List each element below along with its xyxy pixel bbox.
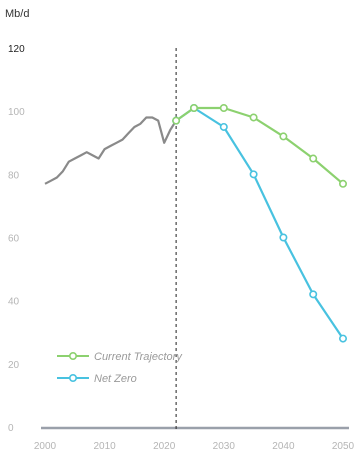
y-tick-label-100: 100 [8,107,25,118]
legend-net-zero-swatch-marker [69,373,78,382]
x-tick-label-2000: 2000 [34,441,57,452]
current-trajectory-point-2040 [279,132,288,141]
net-zero-series-line [175,106,344,340]
net-zero-point-2050 [338,334,347,343]
net-zero-point-2040 [279,233,288,242]
x-tick-label-2040: 2040 [272,441,295,452]
current-trajectory-series-line [175,106,344,185]
x-tick-label-2030: 2030 [213,441,236,452]
legend-current-trajectory-label: Current Trajectory [94,351,183,363]
y-tick-label-20: 20 [8,360,20,371]
y-tick-label-80: 80 [8,170,20,181]
legend-net-zero-label: Net Zero [94,373,137,385]
net-zero-point-2030 [219,122,228,131]
current-trajectory-point-2025 [190,104,199,113]
current-trajectory-point-2045 [309,154,318,163]
current-trajectory-point-2035 [249,113,258,122]
x-tick-label-2010: 2010 [93,441,116,452]
y-tick-label-120: 120 [8,44,25,55]
current-trajectory-point-2030 [219,104,228,113]
net-zero-point-2035 [249,170,258,179]
net-zero-point-2045 [309,290,318,299]
y-tick-label-40: 40 [8,297,20,308]
current-trajectory-point-2022 [172,116,181,125]
x-tick-label-2050: 2050 [332,441,355,452]
current-trajectory-point-2050 [338,179,347,188]
legend-current-trajectory-swatch-marker [69,351,78,360]
y-tick-label-60: 60 [8,234,20,245]
y-tick-label-0: 0 [8,423,14,434]
y-axis-unit-label: Mb/d [5,8,30,20]
history-series-line [44,116,178,185]
x-tick-label-2020: 2020 [153,441,176,452]
